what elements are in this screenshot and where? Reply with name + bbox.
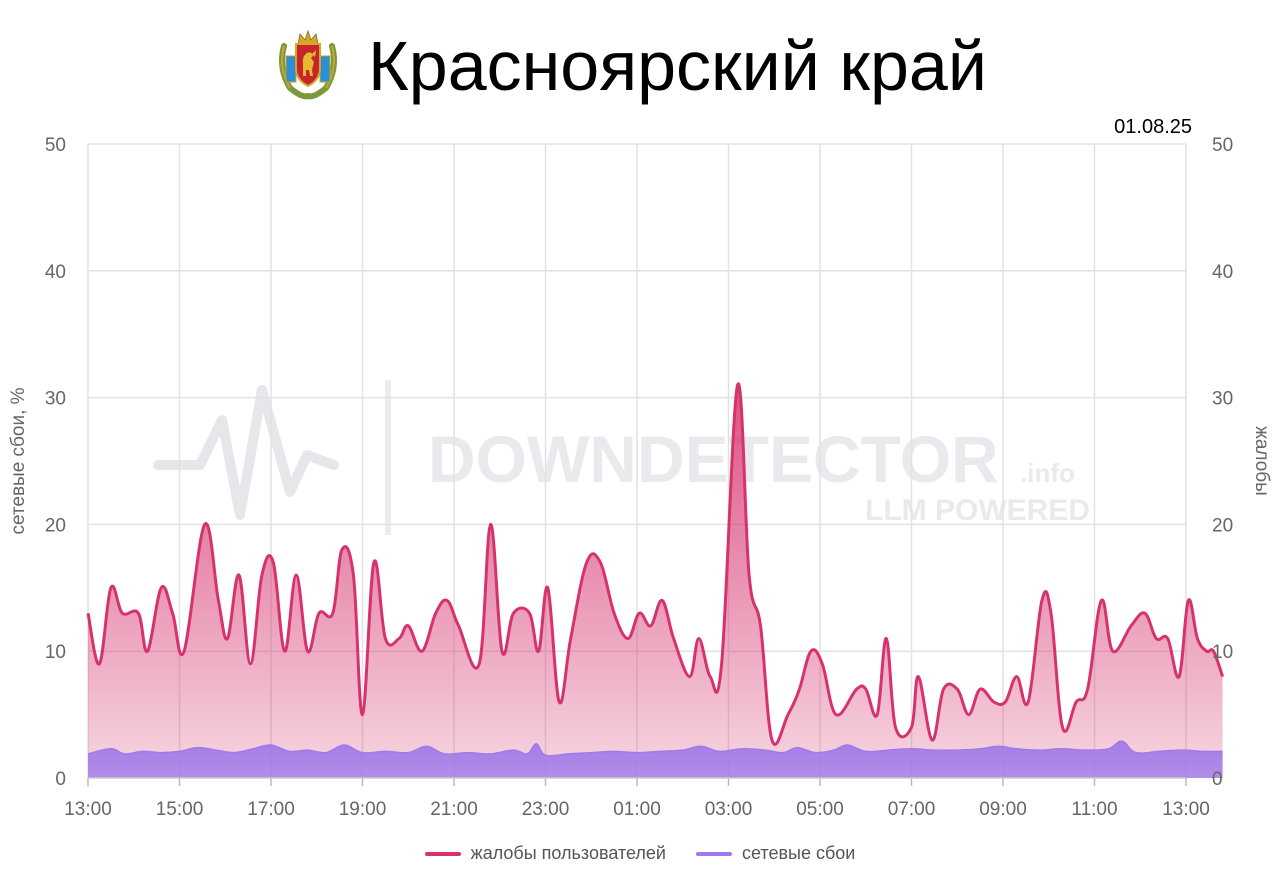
legend-item-complaints[interactable]: жалобы пользователей [424, 843, 666, 864]
legend-swatch-complaints [424, 851, 461, 856]
x-tick-label: 11:00 [1071, 799, 1117, 820]
y-axis-right-label: жалобы [1251, 426, 1272, 496]
series-line-outages[interactable] [87, 740, 1223, 757]
y-tick-left: 30 [45, 389, 66, 410]
y-tick-left: 10 [45, 642, 66, 663]
x-tick-label: 05:00 [796, 799, 844, 820]
y-tick-left: 20 [45, 515, 66, 536]
x-tick-label: 03:00 [705, 799, 753, 820]
chart-date: 01.08.25 [1114, 116, 1192, 138]
watermark: DOWNDETECTOR .info LLM POWERED [153, 380, 1090, 535]
y-tick-right: 40 [1212, 262, 1233, 283]
x-tick-label: 23:00 [522, 799, 570, 820]
y-tick-right: 20 [1212, 515, 1233, 536]
plot-area [86, 382, 1225, 778]
y-axis-left-label: сетевые сбои, % [8, 387, 29, 534]
x-tick-label: 13:00 [1162, 799, 1210, 820]
x-tick-label: 21:00 [430, 799, 478, 820]
y-tick-right: 10 [1212, 642, 1233, 663]
x-tick-label: 07:00 [888, 799, 936, 820]
x-tick-label: 17:00 [247, 799, 295, 820]
header: Красноярский край [0, 0, 1280, 130]
coat-of-arms-icon [276, 26, 340, 100]
legend-item-outages[interactable]: сетевые сбои [695, 843, 856, 864]
x-tick-label: 19:00 [339, 799, 387, 820]
y-tick-right: 50 [1212, 135, 1233, 156]
legend-label-outages: сетевые сбои [741, 843, 856, 863]
watermark-logo-icon [153, 385, 339, 520]
x-tick-label: 13:00 [64, 799, 112, 820]
watermark-suffix: .info [1020, 458, 1075, 488]
series-line-complaints[interactable] [86, 382, 1225, 746]
x-tick-label: 01:00 [613, 799, 661, 820]
series-area-complaints [88, 383, 1223, 778]
watermark-subtext: LLM POWERED [865, 494, 1090, 527]
legend-swatch-outages [695, 851, 732, 856]
legend-label-complaints: жалобы пользователей [470, 843, 666, 863]
y-tick-left: 50 [45, 135, 66, 156]
x-tick-label: 09:00 [979, 799, 1027, 820]
x-tick-label: 15:00 [156, 799, 204, 820]
axes: 0 0 10 10 20 20 30 30 40 40 50 50 13:00 15:00 17:00 19:… [45, 135, 1233, 820]
y-tick-left: 0 [55, 769, 66, 790]
y-tick-left: 40 [45, 262, 66, 283]
legend: жалобы пользователей сетевые сбои [0, 843, 1280, 864]
page-title: Красноярский край [368, 27, 987, 105]
watermark-text: DOWNDETECTOR [428, 422, 999, 496]
y-tick-right: 30 [1212, 389, 1233, 410]
y-tick-right: 0 [1212, 769, 1223, 790]
